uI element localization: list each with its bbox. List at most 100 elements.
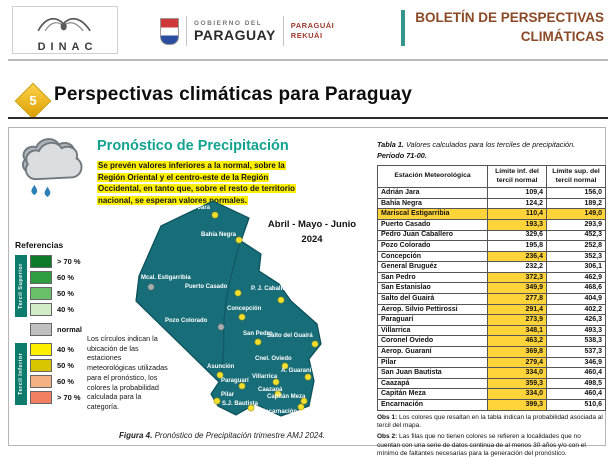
limit-sup-cell: 452,3 <box>546 229 606 242</box>
limit-inf-cell: 348,1 <box>487 324 547 337</box>
table-section: Tabla 1. Valores calculados para los ter… <box>377 140 606 458</box>
limit-inf-cell: 110,4 <box>487 208 547 220</box>
rain-cloud-icon <box>22 138 83 198</box>
station-cell: Encarnación <box>377 399 488 411</box>
table-row: San Juan Bautista 334,0 460,4 <box>377 367 606 379</box>
teal-accent-bar <box>401 9 406 46</box>
legend-swatch <box>30 255 52 268</box>
limit-inf-cell: 349,9 <box>487 282 547 295</box>
station-cell: Bahía Negra <box>377 197 488 210</box>
station-label: Adrián Jara <box>177 205 211 211</box>
station-dot <box>217 323 225 331</box>
limit-sup-cell: 468,6 <box>546 282 606 295</box>
gov-logo: GOBIERNO DEL PARAGUAY PARAGUÁI REKUÁI <box>160 11 334 51</box>
station-cell: Villarrica <box>377 324 488 337</box>
station-dot <box>213 397 221 405</box>
limit-sup-cell: 537,3 <box>546 346 606 358</box>
legend-swatch <box>30 391 52 404</box>
table-row: Pilar 279,4 346,9 <box>377 356 606 369</box>
station-label: Concepción <box>227 306 262 312</box>
station-label: P. J. Caballero <box>251 286 292 292</box>
legend-item: 40 % <box>30 303 74 316</box>
table-row: San Pedro 372,3 462,9 <box>377 271 606 284</box>
limit-inf-cell: 195,8 <box>487 240 547 252</box>
table-row: Pedro Juan Caballero 329,6 452,3 <box>377 229 606 242</box>
limit-inf-cell: 372,3 <box>487 271 547 284</box>
station-label: S.J. Bautista <box>222 401 259 407</box>
table-row: Adrián Jara 109,4 156,0 <box>377 187 606 199</box>
gov-logo-text-small: GOBIERNO DEL <box>194 19 263 27</box>
table-row: San Estanislao 349,9 468,6 <box>377 282 606 295</box>
limit-inf-cell: 329,6 <box>487 229 547 242</box>
limit-inf-cell: 277,8 <box>487 293 547 305</box>
station-cell: Mariscal Estigarribia <box>377 208 488 220</box>
legend-label: 60 % <box>57 377 75 386</box>
precipitation-legend: Tercil Superior Tercil Inferior > 70 % 60… <box>15 255 119 407</box>
dinac-wordmark: DINAC <box>37 41 98 53</box>
legend-item: 40 % <box>30 343 74 356</box>
forecast-heading: Pronóstico de Precipitación <box>97 138 289 154</box>
legend-item: > 70 % <box>30 391 81 404</box>
tercil-inferior-label: Tercil Inferior <box>15 343 27 405</box>
station-dot <box>235 236 243 244</box>
limit-inf-cell: 334,0 <box>487 367 547 379</box>
station-label: Pilar <box>221 392 235 398</box>
station-label: Paraguarí <box>221 378 249 384</box>
section-number: 5 <box>29 93 37 108</box>
table-row: Pozo Colorado 195,8 252,8 <box>377 240 606 252</box>
limit-sup-cell: 493,3 <box>546 324 606 337</box>
station-dot <box>277 296 285 304</box>
limit-inf-cell: 463,2 <box>487 335 547 348</box>
limit-inf-cell: 369,8 <box>487 346 547 358</box>
station-cell: Puerto Casado <box>377 218 488 231</box>
page-title: Perspectivas climáticas para Paraguay <box>54 84 413 105</box>
station-label: A. Guaraní <box>281 368 312 374</box>
forecast-trimester: Abril - Mayo - Junio <box>267 219 357 230</box>
table-row: Paraguarí 273,9 426,3 <box>377 314 606 326</box>
limit-sup-cell: 426,3 <box>546 314 606 326</box>
limit-inf-cell: 291,4 <box>487 303 547 316</box>
limit-sup-cell: 402,2 <box>546 303 606 316</box>
table-row: Capitán Meza 334,0 460,4 <box>377 388 606 400</box>
table-row: Caazapá 359,3 498,5 <box>377 377 606 390</box>
legend-swatch <box>30 287 52 300</box>
obs2-text: Las filas que no tienen colores se refie… <box>377 433 586 458</box>
table-row: Villarrica 348,1 493,3 <box>377 324 606 337</box>
content-panel: Pronóstico de Precipitación Se prevén va… <box>8 127 606 457</box>
station-dot <box>238 313 246 321</box>
raindrop-icon <box>31 184 38 196</box>
limit-sup-cell: 498,5 <box>546 377 606 390</box>
table-row: Encarnación 399,3 510,6 <box>377 399 606 411</box>
station-dot <box>272 378 280 386</box>
limit-inf-cell: 236,4 <box>487 250 547 263</box>
table-row: Mariscal Estigarribia 110,4 149,0 <box>377 208 606 220</box>
paraguay-map: Adrián Jara Bahía Negra Mcal. Estigarribia… <box>121 196 373 432</box>
station-label: Bahía Negra <box>201 232 237 238</box>
forecast-period: Abril - Mayo - Junio 2024 <box>253 218 371 247</box>
limit-sup-cell: 252,8 <box>546 240 606 252</box>
legend-item: 50 % <box>30 287 74 300</box>
legend-swatch <box>30 271 52 284</box>
station-label: Caazapá <box>258 387 283 393</box>
table-row: Coronel Oviedo 463,2 538,3 <box>377 335 606 348</box>
title-underline <box>8 117 608 119</box>
legend-swatch <box>30 323 52 336</box>
limit-inf-cell: 193,3 <box>487 218 547 231</box>
limit-sup-cell: 346,9 <box>546 356 606 369</box>
bulletin-title-line1: BOLETÍN DE PERSPECTIVAS <box>415 10 604 25</box>
limit-inf-cell: 334,0 <box>487 388 547 400</box>
legend-label: normal <box>57 325 83 334</box>
table-title-text: Valores calculados para los terciles de … <box>405 140 576 149</box>
station-cell: Aerop. Guaraní <box>377 346 488 358</box>
table-row: Bahía Negra 124,2 189,2 <box>377 197 606 210</box>
dinac-logo: DINAC <box>12 6 118 54</box>
station-cell: Pilar <box>377 356 488 369</box>
legend-label: > 70 % <box>57 257 81 266</box>
station-dot <box>274 390 282 398</box>
dinac-wings-icon <box>37 18 91 32</box>
station-dot <box>147 283 155 291</box>
terciles-table-body: Adrián Jara 109,4 156,0 Bahía Negra 124,2 189… <box>377 187 606 411</box>
legend-title: Referencias <box>15 240 64 250</box>
station-label: Capitán Meza <box>267 394 306 400</box>
